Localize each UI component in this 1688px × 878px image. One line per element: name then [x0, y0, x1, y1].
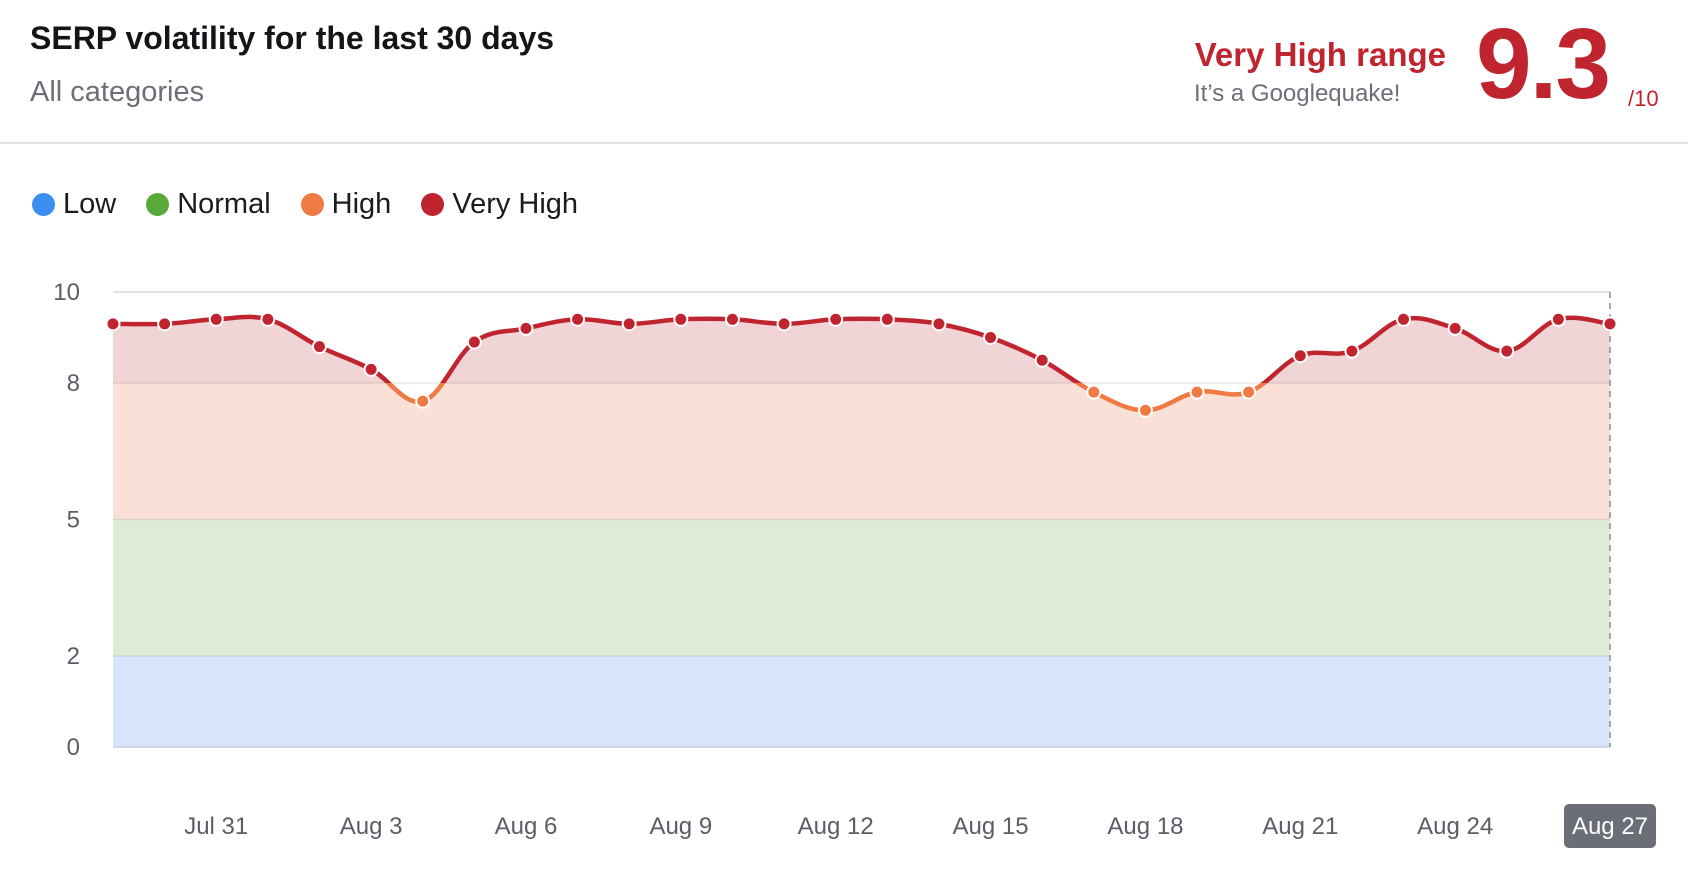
legend-dot-very-high — [421, 193, 445, 216]
data-point — [1499, 343, 1515, 359]
y-tick-label: 10 — [53, 279, 80, 306]
legend-label-very-high: Very High — [452, 188, 579, 220]
data-point — [621, 316, 637, 332]
legend-label-low: Low — [63, 188, 117, 220]
data-point — [518, 320, 534, 336]
y-tick-label: 8 — [67, 370, 80, 397]
y-tick-label: 2 — [67, 643, 80, 670]
data-point — [673, 311, 689, 327]
legend-item-low[interactable]: Low — [32, 188, 116, 221]
y-tick-label: 5 — [67, 507, 80, 534]
data-point — [931, 316, 947, 332]
legend-dot-high — [300, 193, 324, 216]
data-point — [363, 361, 379, 377]
data-point — [1396, 311, 1412, 327]
x-tick-label: Aug 27 — [1572, 813, 1648, 840]
y-tick-label: 0 — [67, 734, 80, 761]
legend-label-normal: Normal — [177, 188, 271, 220]
legend-dot-normal — [146, 193, 170, 216]
range-description: It’s a Googlequake! — [1194, 80, 1401, 107]
data-point — [1550, 311, 1566, 327]
legend-label-high: High — [331, 188, 392, 220]
x-tick-label: Aug 3 — [340, 813, 403, 840]
area-mask — [113, 288, 1610, 411]
data-point — [260, 311, 276, 327]
chart-title: SERP volatility for the last 30 days — [30, 20, 555, 56]
data-point — [776, 316, 792, 332]
data-point — [828, 311, 844, 327]
data-point — [1344, 343, 1360, 359]
x-tick-label: Aug 15 — [953, 813, 1029, 840]
volatility-score-max: /10 — [1628, 86, 1659, 111]
chart-subtitle: All categories — [30, 76, 205, 108]
data-point — [1137, 402, 1153, 418]
band-normal — [113, 519, 1610, 656]
data-point — [570, 311, 586, 327]
data-point — [1447, 320, 1463, 336]
x-tick-label: Jul 31 — [184, 813, 248, 840]
x-tick-label: Aug 18 — [1107, 813, 1183, 840]
data-point — [1602, 316, 1618, 332]
chart-legend: Low Normal High Very High — [32, 188, 578, 221]
data-point — [466, 334, 482, 350]
range-label: Very High range — [1194, 36, 1446, 73]
data-point — [1034, 352, 1050, 368]
x-tick-label: Aug 24 — [1417, 813, 1493, 840]
data-point — [311, 339, 327, 355]
x-tick-label: Aug 6 — [495, 813, 558, 840]
data-point — [1241, 384, 1257, 400]
legend-item-very-high[interactable]: Very High — [421, 188, 578, 221]
x-tick-highlight-badge — [1564, 804, 1656, 848]
band-low — [113, 656, 1610, 747]
data-point — [879, 311, 895, 327]
x-tick-label: Aug 21 — [1262, 813, 1338, 840]
legend-dot-low — [32, 193, 55, 216]
data-point — [983, 330, 999, 345]
volatility-score: 9.3 — [1476, 8, 1611, 120]
band-high — [113, 383, 1610, 520]
x-tick-label: Aug 12 — [798, 813, 874, 840]
data-point — [724, 311, 740, 327]
data-point — [105, 316, 121, 332]
data-point — [415, 393, 431, 409]
x-tick-label: Aug 9 — [649, 813, 712, 840]
data-point — [1292, 348, 1308, 364]
data-point — [157, 316, 173, 332]
legend-item-normal[interactable]: Normal — [146, 188, 271, 221]
legend-item-high[interactable]: High — [300, 188, 392, 221]
chart-header: SERP volatility for the last 30 days All… — [0, 0, 1688, 144]
data-point — [1189, 384, 1205, 400]
data-point — [1086, 384, 1102, 400]
data-point — [208, 311, 224, 327]
